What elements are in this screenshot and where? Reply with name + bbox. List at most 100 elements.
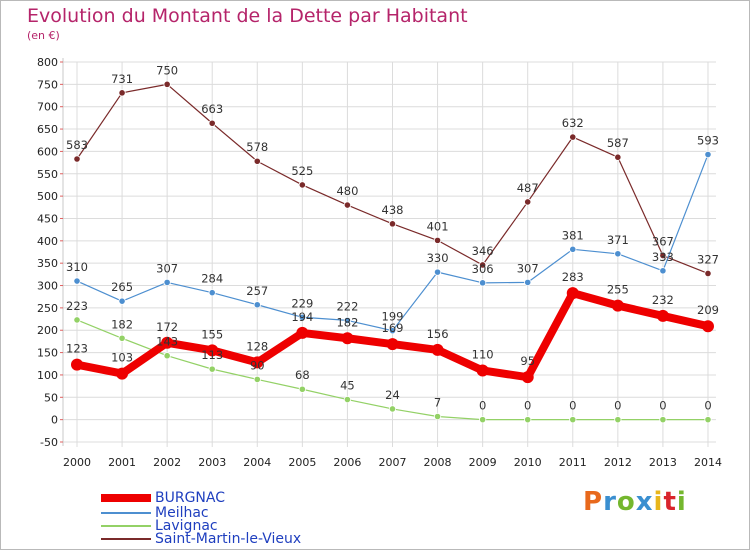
x-tick-label: 2008 (424, 456, 452, 469)
data-label-meilhac: 381 (562, 228, 584, 242)
y-tick-label: 350 (37, 257, 58, 270)
point-lavignac (479, 416, 487, 424)
point-meilhac (208, 289, 216, 297)
y-tick-label: 400 (37, 235, 58, 248)
data-label-lavignac: 90 (250, 358, 265, 372)
point-lavignac (704, 416, 712, 424)
point-saint-martin-le-vieux (73, 155, 81, 163)
data-label-lavignac: 68 (295, 368, 310, 382)
point-lavignac (253, 375, 261, 384)
logo-letter: o (616, 487, 636, 517)
y-tick-label: 200 (37, 324, 58, 337)
data-label-saint-martin-le-vieux: 578 (246, 140, 268, 154)
point-meilhac (118, 297, 126, 305)
point-lavignac (659, 416, 667, 424)
point-saint-martin-le-vieux (479, 261, 487, 269)
legend-item-saint-martin-le-vieux: Saint-Martin-le-Vieux (101, 531, 302, 547)
x-tick-label: 2001 (108, 456, 136, 469)
data-label-burgnac: 128 (246, 339, 268, 353)
data-label-lavignac: 0 (569, 399, 576, 413)
point-burgnac (71, 358, 83, 371)
data-label-burgnac: 255 (607, 283, 629, 297)
point-burgnac (206, 344, 219, 357)
y-tick-label: 800 (37, 56, 58, 69)
logo-letter: t (663, 487, 677, 517)
point-lavignac (298, 385, 306, 393)
legend-label-burgnac: BURGNAC (155, 490, 226, 506)
data-label-saint-martin-le-vieux: 731 (111, 72, 133, 86)
logo-letter: i (676, 487, 687, 517)
x-tick-label: 2009 (469, 456, 497, 469)
x-tick-label: 2005 (288, 456, 316, 469)
data-label-lavignac: 0 (479, 399, 486, 413)
y-tick-label: 550 (37, 168, 58, 181)
point-meilhac (73, 277, 81, 285)
y-tick-label: 450 (37, 212, 58, 225)
y-tick-label: 150 (37, 347, 58, 360)
data-label-meilhac: 199 (382, 310, 404, 324)
y-tick-label: 700 (37, 101, 58, 114)
data-label-saint-martin-le-vieux: 750 (156, 63, 178, 77)
point-lavignac (118, 334, 126, 342)
data-label-saint-martin-le-vieux: 480 (336, 184, 358, 198)
point-burgnac (431, 343, 444, 356)
point-saint-martin-le-vieux (569, 133, 577, 141)
point-meilhac (524, 278, 532, 286)
y-tick-label: 300 (37, 280, 58, 293)
data-label-meilhac: 222 (336, 299, 358, 313)
point-meilhac (479, 279, 487, 287)
y-tick-label: 750 (37, 78, 58, 91)
legend-item-burgnac: BURGNAC (101, 490, 226, 506)
point-meilhac (343, 316, 352, 324)
point-meilhac (704, 150, 712, 159)
data-label-meilhac: 371 (607, 233, 629, 247)
x-tick-label: 2013 (649, 456, 677, 469)
point-lavignac (388, 405, 397, 413)
legend-item-meilhac: Meilhac (101, 505, 209, 521)
x-tick-label: 2011 (559, 456, 587, 469)
point-saint-martin-le-vieux (388, 220, 397, 228)
data-label-lavignac: 223 (66, 299, 88, 313)
y-tick-label: 650 (37, 123, 58, 136)
logo-letter: r (603, 487, 617, 517)
y-tick-label: 250 (37, 302, 58, 315)
point-lavignac (343, 395, 352, 404)
point-burgnac (251, 356, 264, 369)
data-label-saint-martin-le-vieux: 438 (382, 203, 404, 217)
legend-swatch-burgnac (101, 494, 151, 502)
point-burgnac (296, 326, 309, 339)
chart-title: Evolution du Montant de la Dette par Hab… (27, 5, 468, 27)
point-meilhac (388, 327, 397, 335)
data-label-lavignac: 182 (111, 317, 133, 331)
data-label-burgnac: 110 (472, 347, 494, 361)
data-label-meilhac: 310 (66, 260, 88, 274)
point-burgnac (521, 371, 534, 384)
x-tick-label: 2006 (333, 456, 361, 469)
x-tick-label: 2003 (198, 456, 226, 469)
y-tick-label: -50 (40, 436, 58, 449)
proxiti-logo: Proxiti (583, 487, 687, 517)
x-tick-label: 2014 (694, 456, 722, 469)
data-label-saint-martin-le-vieux: 401 (427, 219, 449, 233)
point-meilhac (569, 245, 577, 253)
data-label-burgnac: 95 (520, 354, 535, 368)
point-burgnac (386, 338, 399, 351)
axis-layer: -500501001502002503003504004505005506006… (37, 56, 722, 469)
data-label-burgnac: 155 (201, 327, 223, 341)
data-label-saint-martin-le-vieux: 367 (652, 235, 674, 249)
data-label-burgnac: 123 (66, 342, 88, 356)
legend-swatch-lavignac (101, 525, 151, 527)
point-saint-martin-le-vieux (659, 251, 667, 260)
point-meilhac (433, 268, 442, 276)
data-label-lavignac: 0 (659, 399, 666, 413)
legend-label-lavignac: Lavignac (155, 518, 218, 534)
point-meilhac (614, 250, 622, 258)
data-label-burgnac: 182 (336, 315, 358, 329)
data-label-meilhac: 306 (472, 262, 494, 276)
point-burgnac (566, 287, 579, 300)
point-saint-martin-le-vieux (163, 80, 171, 88)
point-saint-martin-le-vieux (253, 157, 261, 165)
data-label-meilhac: 257 (246, 284, 268, 298)
legend-label-saint-martin-le-vieux: Saint-Martin-le-Vieux (155, 531, 302, 547)
